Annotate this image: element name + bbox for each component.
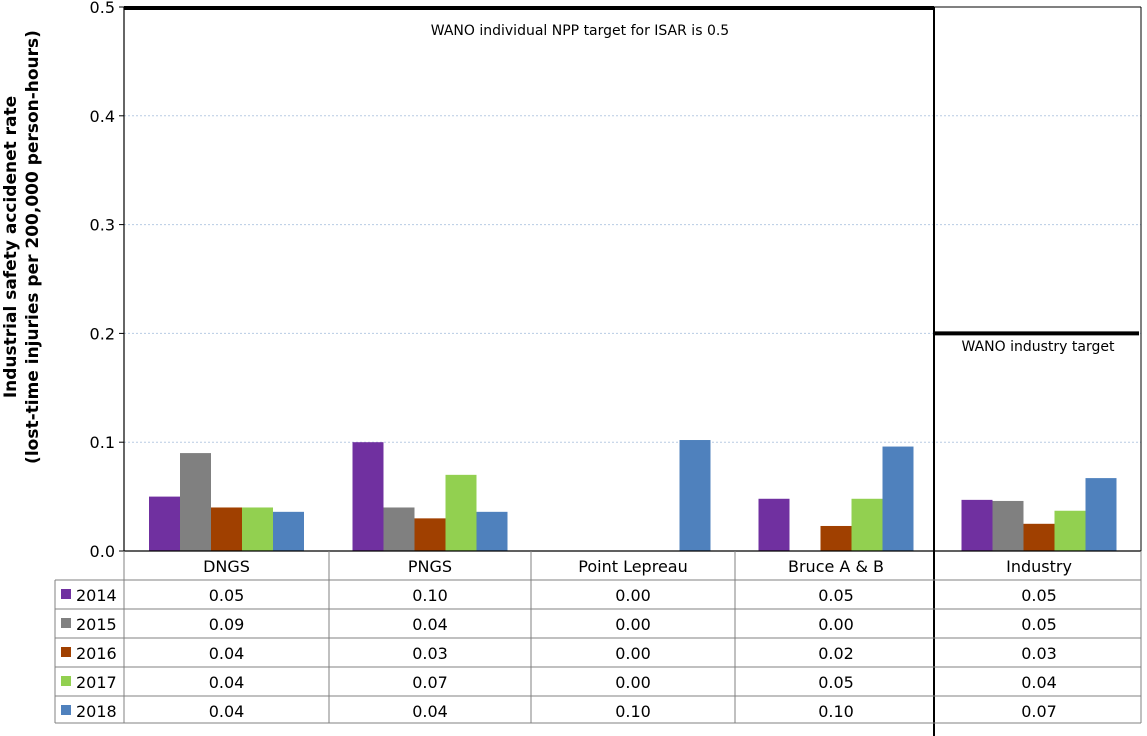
legend-key [61, 647, 71, 657]
category-label: PNGS [408, 557, 452, 576]
y-axis-label-line1: Industrial safety accidenet rate [1, 96, 21, 398]
table-cell: 0.10 [412, 586, 448, 605]
table-cell: 0.05 [818, 586, 854, 605]
table-cell: 0.10 [615, 702, 651, 721]
legend-label: 2016 [76, 644, 117, 663]
category-label: Point Lepreau [578, 557, 687, 576]
y-tick-label: 0.3 [90, 216, 115, 235]
y-tick-label: 0.4 [90, 107, 115, 126]
legend-label: 2017 [76, 673, 117, 692]
bar [383, 507, 415, 551]
y-tick-label: 0.1 [90, 433, 115, 452]
table-cell: 0.04 [209, 673, 245, 692]
y-tick-label: 0.2 [90, 324, 115, 343]
bar [992, 500, 1024, 551]
table-cell: 0.03 [412, 644, 448, 663]
legend-label: 2015 [76, 615, 117, 634]
bar [1054, 510, 1086, 551]
npp-target-annotation: WANO individual NPP target for ISAR is 0… [431, 23, 729, 39]
bar [180, 453, 211, 551]
table-cell: 0.05 [1021, 586, 1057, 605]
legend-key [61, 705, 71, 715]
table-cell: 0.10 [818, 702, 854, 721]
table-cell: 0.04 [412, 702, 448, 721]
target-lines: WANO individual NPP target for ISAR is 0… [124, 6, 1141, 736]
table-cell: 0.00 [615, 673, 651, 692]
table-cell: 0.07 [1021, 702, 1057, 721]
legend-key [61, 589, 71, 599]
table-cell: 0.04 [209, 702, 245, 721]
bar [758, 498, 790, 551]
table-cell: 0.09 [209, 615, 245, 634]
bar [273, 511, 304, 551]
table-cell: 0.00 [615, 586, 651, 605]
legend-label: 2018 [76, 702, 117, 721]
bar [211, 507, 242, 551]
y-axis-label-line2: (lost-time injuries per 200,000 person-h… [23, 30, 43, 464]
y-tick-label: 0.0 [90, 542, 115, 561]
bar [149, 496, 180, 551]
table-cell: 0.02 [818, 644, 854, 663]
table-cell: 0.05 [209, 586, 245, 605]
gridlines [124, 6, 1141, 443]
y-axis: 0.0 0.1 0.2 0.3 0.4 0.5 [90, 0, 125, 561]
industry-target-annotation: WANO industry target [962, 339, 1115, 355]
category-label: Bruce A & B [788, 557, 884, 576]
legend-key [61, 676, 71, 686]
legend-label: 2014 [76, 586, 117, 605]
plot-frame [124, 7, 1142, 552]
table-cell: 0.00 [615, 615, 651, 634]
table-cell: 0.04 [412, 615, 448, 634]
bar [820, 525, 852, 551]
bars [149, 440, 1117, 551]
category-label: DNGS [203, 557, 250, 576]
table-cell: 0.07 [412, 673, 448, 692]
table-cell: 0.00 [818, 615, 854, 634]
table-cell: 0.04 [1021, 673, 1057, 692]
bar [476, 511, 508, 551]
y-tick-label: 0.5 [90, 0, 115, 17]
table-cell: 0.00 [615, 644, 651, 663]
bar [1085, 478, 1117, 551]
category-label: Industry [1006, 557, 1072, 576]
bar [414, 518, 446, 551]
data-table: DNGS PNGS Point Lepreau Bruce A & B Industry… [54, 551, 1142, 724]
bar [1023, 523, 1055, 551]
bar [961, 499, 993, 551]
bar [242, 507, 273, 551]
bar [679, 440, 711, 551]
table-cell: 0.05 [1021, 615, 1057, 634]
bar [882, 446, 914, 551]
bar [352, 442, 384, 551]
table-cell: 0.04 [209, 644, 245, 663]
legend-key [61, 618, 71, 628]
bar [445, 474, 477, 551]
table-cell: 0.03 [1021, 644, 1057, 663]
bar [851, 498, 883, 551]
table-cell: 0.05 [818, 673, 854, 692]
